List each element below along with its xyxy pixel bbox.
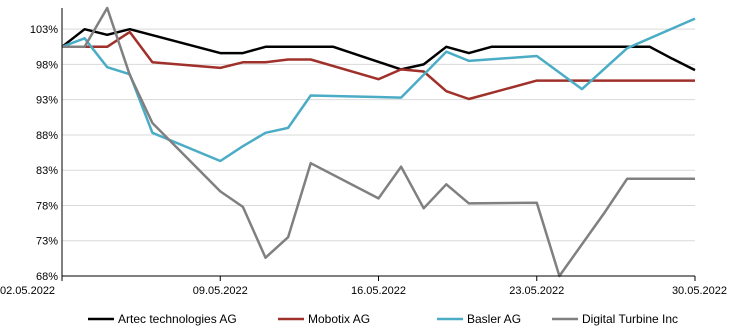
x-tick-label: 23.05.2022	[509, 285, 564, 297]
series-line-2	[62, 30, 695, 101]
x-tick-label: 16.05.2022	[351, 285, 406, 297]
y-tick-label: 73%	[36, 236, 58, 248]
y-tick-label: 83%	[36, 165, 58, 177]
series-line-3	[61, 17, 696, 163]
y-tick-label: 103%	[30, 24, 58, 36]
y-tick-label: 88%	[36, 130, 58, 142]
y-tick-label: 93%	[36, 95, 58, 107]
x-tick-label: 09.05.2022	[193, 285, 248, 297]
x-axis-ticks: 02.05.2022 09.05.2022 16.05.2022 23.05.2022…	[0, 276, 727, 297]
series-lines	[61, 6, 696, 278]
y-tick-label: 68%	[36, 271, 58, 283]
x-tick-label: 30.05.2022	[672, 285, 727, 297]
y-tick-label: 78%	[36, 200, 58, 212]
legend-label: Artec technologies AG	[118, 312, 237, 326]
y-tick-label: 98%	[36, 59, 58, 71]
y-axis-ticks: 68% 73% 78% 83% 88% 93% 98% 103%	[30, 24, 58, 283]
legend: Artec technologies AG Mobotix AG Basler AG…	[88, 312, 678, 326]
series-line-1	[61, 27, 696, 72]
legend-label: Mobotix AG	[308, 312, 370, 326]
legend-label: Digital Turbine Inc	[582, 312, 678, 326]
series-line-4	[62, 6, 695, 278]
axes	[61, 8, 695, 277]
x-tick-label: 02.05.2022	[0, 285, 55, 297]
legend-label: Basler AG	[467, 312, 521, 326]
